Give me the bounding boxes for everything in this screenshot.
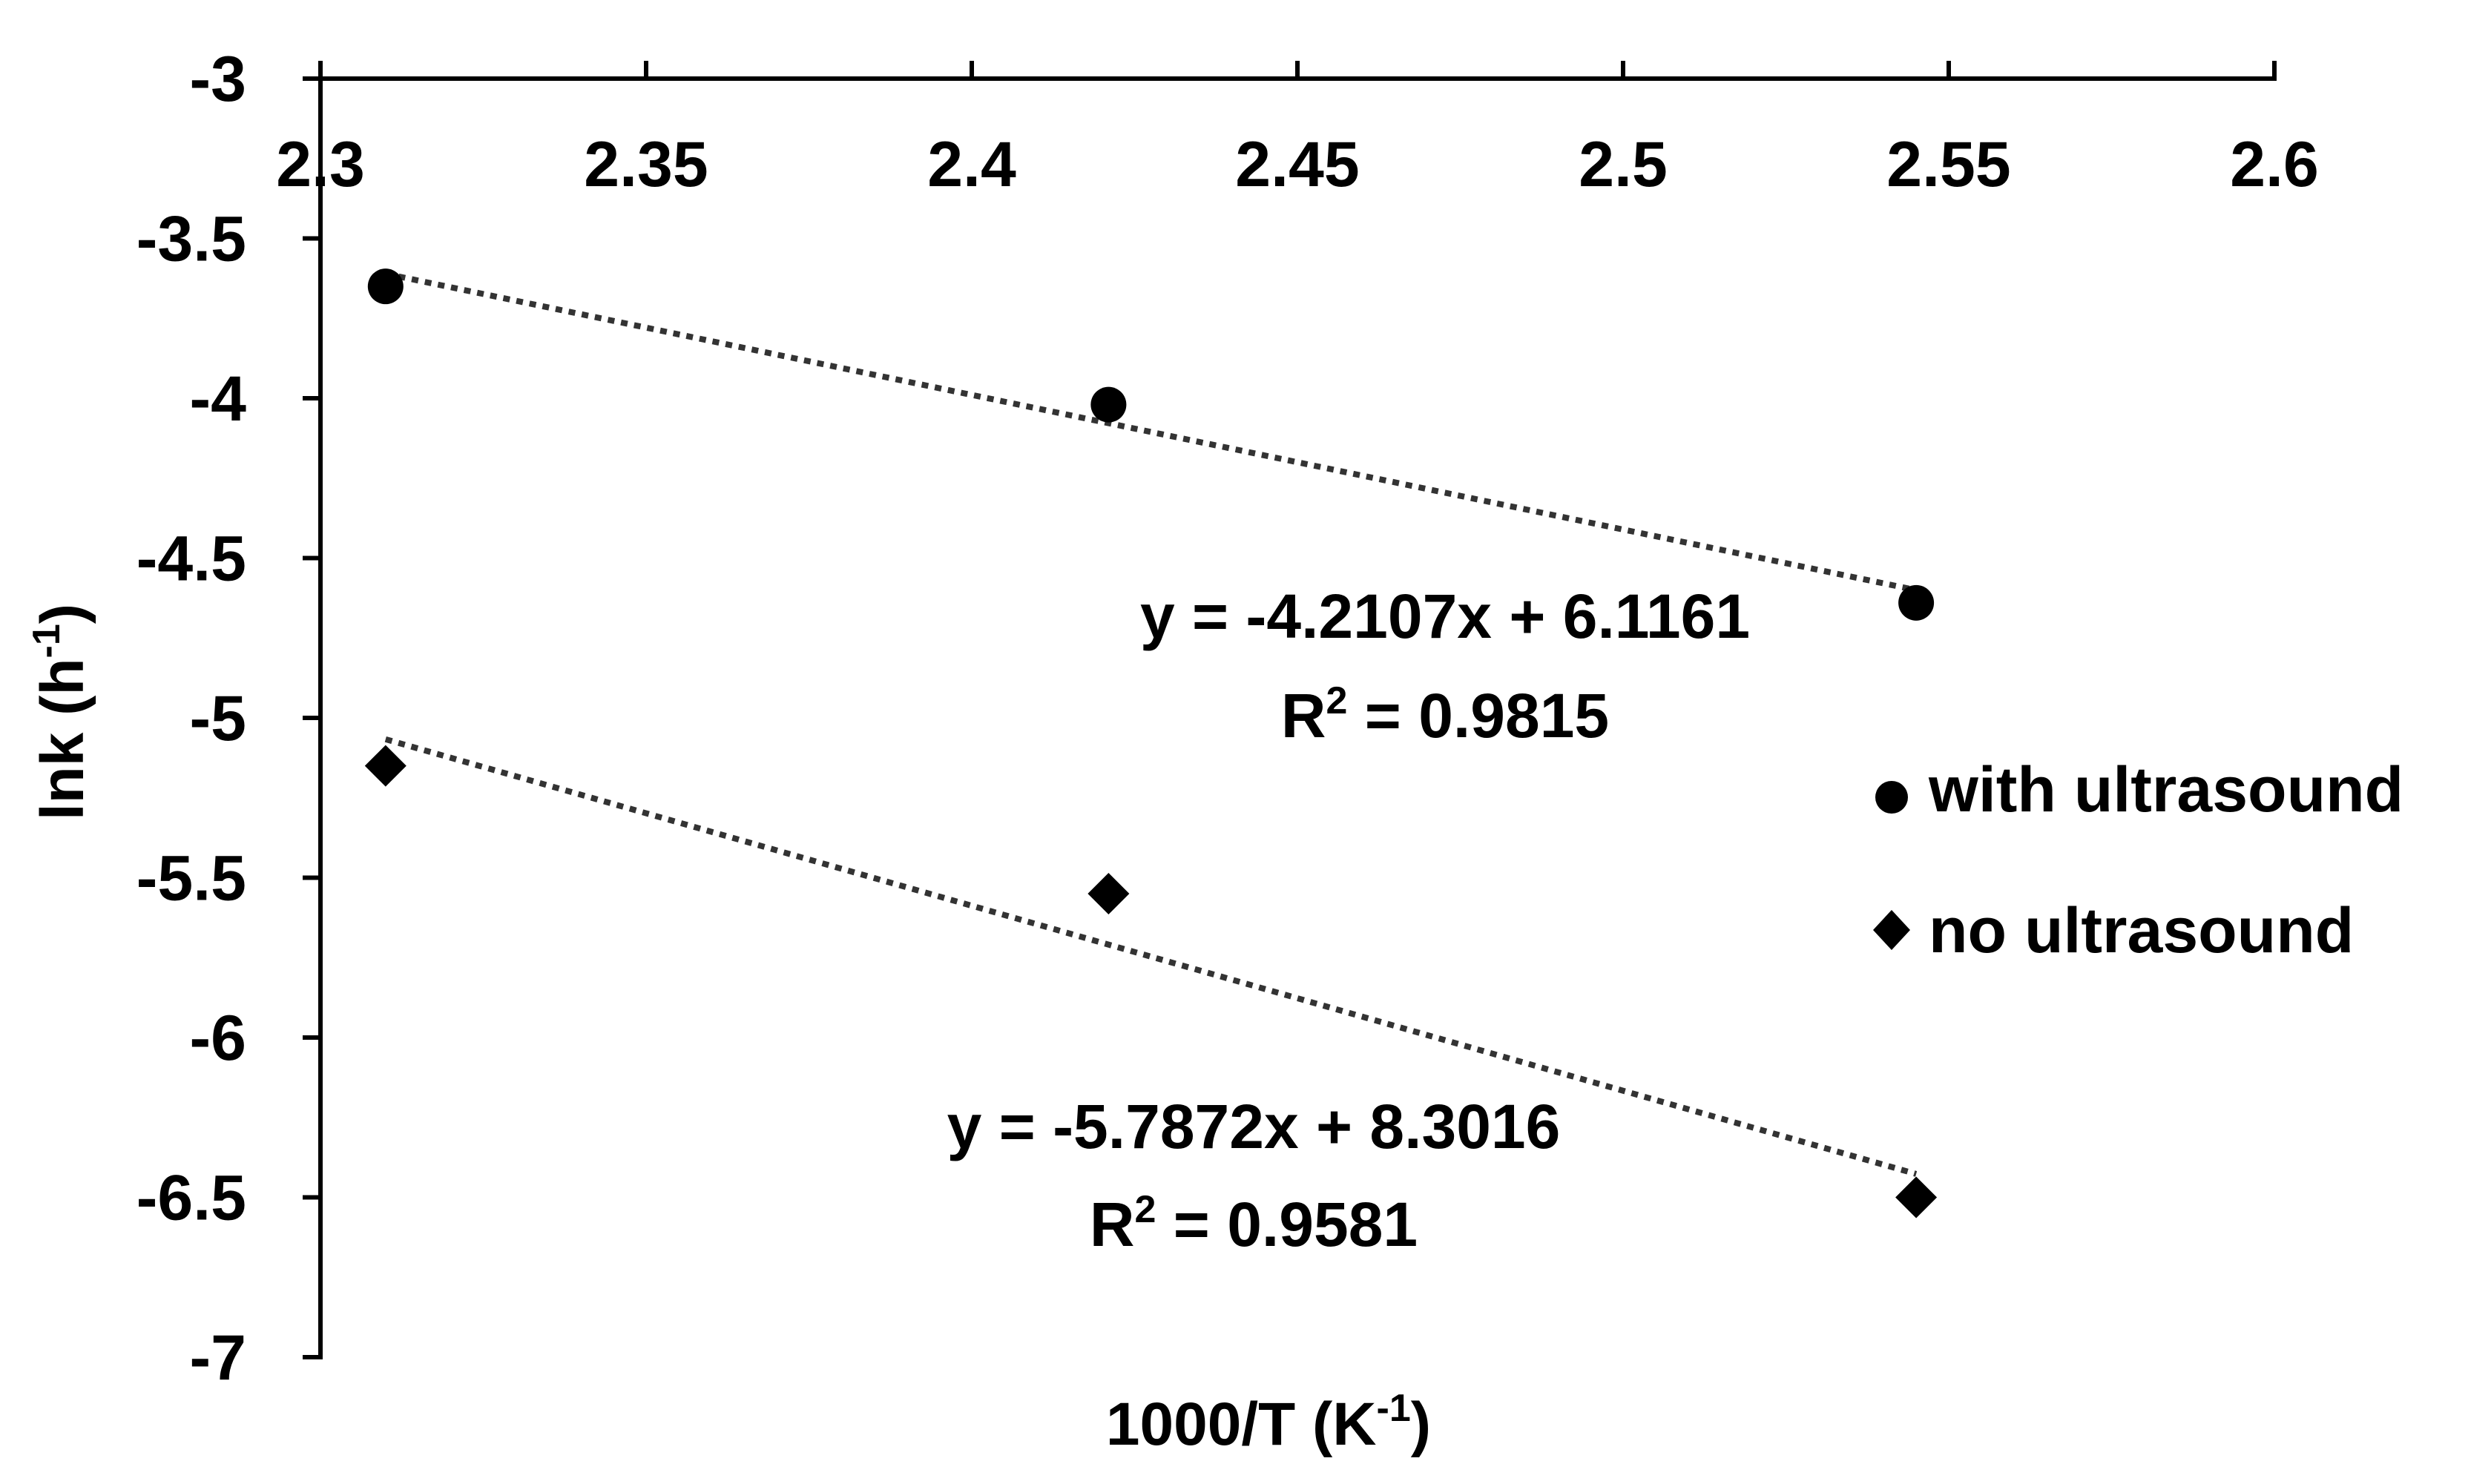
data-point-with-ultrasound (1898, 584, 1935, 621)
x-axis-title: 1000/T (K-1) (1106, 1387, 1431, 1458)
x-tick-label: 2.55 (1886, 129, 2010, 200)
x-tick-label: 2.5 (1579, 129, 1668, 200)
equation-with-ultrasound: y = -4.2107x + 6.1161 (1140, 581, 1750, 651)
y-tick-label: -5 (190, 683, 246, 754)
data-point-with-ultrasound (1090, 386, 1127, 423)
x-tick-label: 2.4 (927, 129, 1016, 200)
y-tick-label: -7 (190, 1322, 246, 1394)
y-tick-label: -4.5 (136, 524, 246, 595)
y-ticks: -3 -3.5 -4 -4.5 -5 -5.5 -6 -6.5 -7 (136, 44, 320, 1394)
data-point-no-ultrasound (1087, 873, 1130, 915)
data-point-with-ultrasound (367, 268, 404, 305)
y-tick-label: -5.5 (136, 843, 246, 914)
legend-label-with-ultrasound: with ultrasound (1928, 754, 2403, 825)
r2-with-ultrasound: R2 = 0.9815 (1281, 679, 1609, 751)
legend-label-no-ultrasound: no ultrasound (1929, 895, 2354, 966)
y-tick-label: -3 (190, 44, 246, 115)
r2-no-ultrasound: R2 = 0.9581 (1090, 1188, 1418, 1259)
trendline-with-ultrasound (384, 271, 1917, 593)
legend: with ultrasound no ultrasound (1873, 754, 2403, 966)
x-tick-label: 2.3 (276, 129, 365, 200)
data-point-no-ultrasound (364, 745, 407, 787)
data-points (364, 268, 1938, 1218)
trendlines (384, 271, 1918, 1177)
equation-no-ultrasound: y = -5.7872x + 8.3016 (947, 1092, 1561, 1161)
x-tick-label: 2.35 (584, 129, 708, 200)
data-point-no-ultrasound (1895, 1176, 1938, 1218)
legend-marker-with-ultrasound (1875, 781, 1908, 814)
trendline-no-ultrasound (384, 736, 1918, 1177)
axes: 2.3 2.35 2.4 2.45 2.5 2.55 2.6 -3-3.5-4-4.5-5-… (136, 44, 2319, 1394)
x-tick-label: 2.45 (1235, 129, 1359, 200)
y-axis-title: lnk (h-1) (25, 604, 96, 820)
y-tick-label: -3.5 (136, 204, 246, 275)
x-tick-label: 2.6 (2230, 129, 2319, 200)
x-ticks: 2.3 2.35 2.4 2.45 2.5 2.55 2.6 (276, 61, 2319, 200)
y-tick-label: -6 (190, 1003, 246, 1074)
legend-marker-no-ultrasound (1873, 910, 1910, 950)
y-tick-label: -6.5 (136, 1163, 246, 1234)
y-tick-label: -4 (190, 363, 247, 435)
